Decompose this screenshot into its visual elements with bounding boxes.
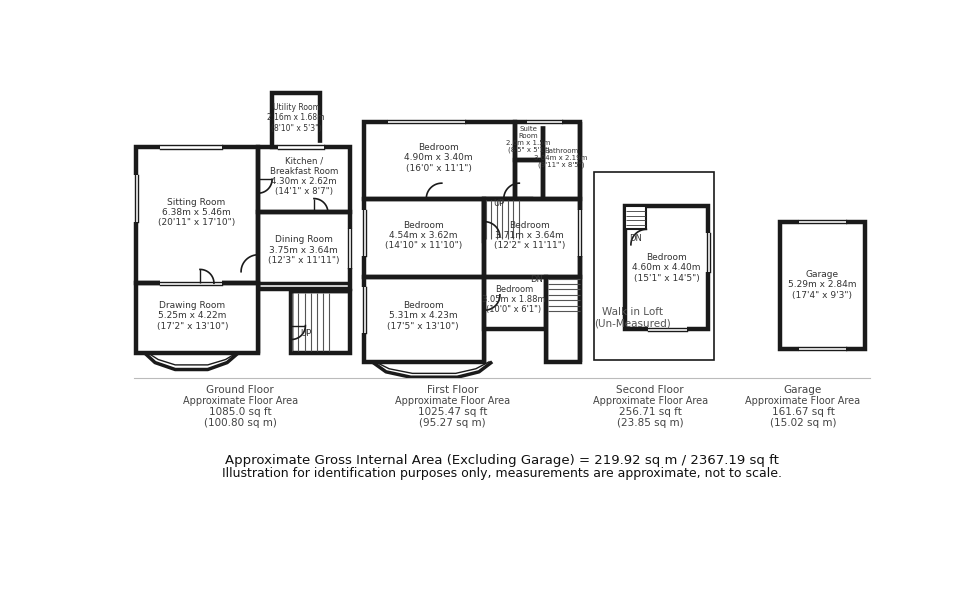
- Text: Ground Floor: Ground Floor: [207, 384, 274, 395]
- Bar: [484, 198, 535, 241]
- Text: Approximate Floor Area: Approximate Floor Area: [182, 396, 298, 406]
- Bar: [484, 277, 547, 330]
- Bar: [365, 198, 484, 275]
- Bar: [624, 206, 647, 229]
- Text: (23.85 sq m): (23.85 sq m): [617, 418, 684, 428]
- Bar: [484, 198, 580, 275]
- Bar: [545, 122, 580, 160]
- Text: 1085.0 sq ft: 1085.0 sq ft: [209, 407, 271, 417]
- Text: Bedroom
4.60m x 4.40m
(15'1" x 14'5"): Bedroom 4.60m x 4.40m (15'1" x 14'5"): [632, 253, 701, 283]
- Bar: [365, 198, 484, 277]
- Bar: [543, 122, 580, 198]
- Text: (100.80 sq m): (100.80 sq m): [204, 418, 276, 428]
- Text: 1025.47 sq ft: 1025.47 sq ft: [417, 407, 487, 417]
- Bar: [517, 160, 580, 198]
- Bar: [517, 159, 545, 198]
- Text: (15.02 sq m): (15.02 sq m): [769, 418, 836, 428]
- Text: Garage: Garage: [784, 384, 822, 395]
- Bar: [484, 198, 535, 241]
- Text: Utility Room
2.16m x 1.68m
(8'10" x 5'3"): Utility Room 2.16m x 1.68m (8'10" x 5'3"…: [268, 103, 324, 133]
- Text: Bedroom
3.05m x 1.88m
(10'0" x 6'1"): Bedroom 3.05m x 1.88m (10'0" x 6'1"): [482, 284, 546, 314]
- Bar: [365, 198, 484, 275]
- Text: Drawing Room
5.25m x 4.22m
(17'2" x 13'10"): Drawing Room 5.25m x 4.22m (17'2" x 13'1…: [157, 301, 228, 331]
- Text: Second Floor: Second Floor: [616, 384, 684, 395]
- Text: Approximate Floor Area: Approximate Floor Area: [395, 396, 511, 406]
- Text: Kitchen /
Breakfast Room
4.30m x 2.62m
(14'1" x 8'7"): Kitchen / Breakfast Room 4.30m x 2.62m (…: [270, 156, 338, 196]
- Bar: [291, 291, 350, 353]
- Bar: [484, 275, 580, 328]
- Text: Approximate Gross Internal Area (Excluding Garage) = 219.92 sq m / 2367.19 sq ft: Approximate Gross Internal Area (Excludi…: [225, 454, 779, 467]
- Text: 256.71 sq ft: 256.71 sq ft: [618, 407, 682, 417]
- Bar: [258, 147, 350, 212]
- Text: Bathroom
3.04m x 2.19m
(9'11" x 8'5"): Bathroom 3.04m x 2.19m (9'11" x 8'5"): [534, 148, 588, 168]
- Bar: [365, 122, 517, 198]
- Bar: [515, 122, 543, 160]
- Text: (95.27 sq m): (95.27 sq m): [419, 418, 486, 428]
- Text: Bedroom
4.54m x 3.62m
(14'10" x 11'10"): Bedroom 4.54m x 3.62m (14'10" x 11'10"): [384, 221, 462, 250]
- Bar: [361, 114, 589, 375]
- Bar: [515, 160, 543, 198]
- Bar: [484, 198, 580, 277]
- Bar: [136, 147, 258, 283]
- Bar: [136, 283, 258, 353]
- Text: Approximate Floor Area: Approximate Floor Area: [593, 396, 708, 406]
- Text: Approximate Floor Area: Approximate Floor Area: [746, 396, 860, 406]
- Bar: [517, 122, 545, 160]
- Text: First Floor: First Floor: [427, 384, 478, 395]
- Bar: [547, 277, 580, 362]
- Text: DN: DN: [629, 234, 642, 243]
- Text: Bedroom
3.71m x 3.64m
(12'2" x 11'11"): Bedroom 3.71m x 3.64m (12'2" x 11'11"): [494, 221, 565, 250]
- Bar: [258, 212, 350, 290]
- Bar: [535, 198, 580, 275]
- Text: DN: DN: [530, 275, 543, 284]
- Text: UP: UP: [301, 329, 312, 338]
- Text: Garage
5.29m x 2.84m
(17'4" x 9'3"): Garage 5.29m x 2.84m (17'4" x 9'3"): [788, 270, 857, 300]
- Bar: [363, 118, 580, 372]
- Text: Illustration for identification purposes only, measurements are approximate, not: Illustration for identification purposes…: [222, 467, 782, 480]
- Bar: [517, 122, 545, 159]
- Bar: [780, 222, 865, 349]
- Text: 161.67 sq ft: 161.67 sq ft: [771, 407, 834, 417]
- Bar: [624, 206, 709, 330]
- Text: UP: UP: [493, 200, 504, 209]
- Bar: [272, 93, 320, 147]
- Bar: [365, 122, 515, 198]
- Text: Dining Room
3.75m x 3.64m
(12'3" x 11'11"): Dining Room 3.75m x 3.64m (12'3" x 11'11…: [269, 235, 340, 265]
- Text: Bedroom
4.90m x 3.40m
(16'0" x 11'1"): Bedroom 4.90m x 3.40m (16'0" x 11'1"): [405, 143, 473, 173]
- Text: Sitting Room
6.38m x 5.46m
(20'11" x 17'10"): Sitting Room 6.38m x 5.46m (20'11" x 17'…: [158, 197, 235, 227]
- Text: Suite
Room
2.6m x 1.5m
(8'5" x 5'1"): Suite Room 2.6m x 1.5m (8'5" x 5'1"): [507, 126, 551, 153]
- Bar: [365, 277, 484, 362]
- Bar: [484, 275, 580, 328]
- Bar: [594, 172, 713, 360]
- Text: Bedroom
5.31m x 4.23m
(17'5" x 13'10"): Bedroom 5.31m x 4.23m (17'5" x 13'10"): [387, 301, 459, 331]
- Bar: [365, 275, 484, 360]
- Bar: [484, 198, 531, 241]
- Bar: [545, 122, 580, 198]
- Text: Walk in Loft
(Un-Measured): Walk in Loft (Un-Measured): [594, 307, 671, 329]
- Bar: [365, 122, 517, 198]
- Bar: [484, 198, 580, 275]
